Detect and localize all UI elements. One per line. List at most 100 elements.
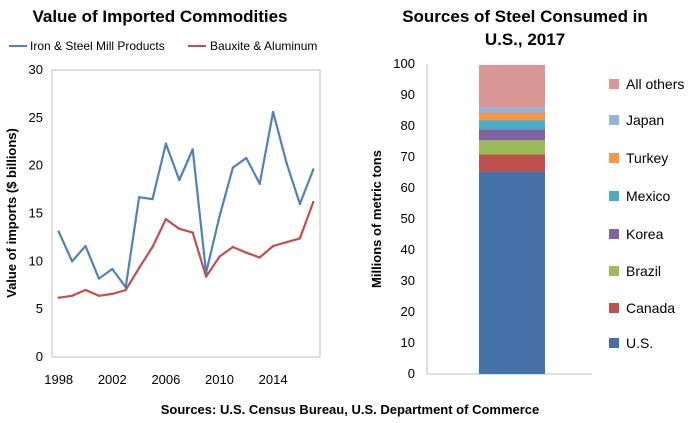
line-chart-series <box>57 110 315 299</box>
legend-label-korea: Korea <box>626 226 664 242</box>
legend-swatch-canada <box>609 303 619 313</box>
line-chart-x-ticks: 1998 2002 2006 2010 2014 <box>44 372 287 387</box>
bar-y-tick-label: 20 <box>401 304 415 319</box>
legend-label-canada: Canada <box>626 300 675 316</box>
legend-swatch-turkey <box>609 153 619 163</box>
line-x-tick-label: 2006 <box>151 372 180 387</box>
line-y-tick-label: 5 <box>36 301 43 316</box>
line-y-tick-label: 0 <box>36 349 43 364</box>
bar-y-tick-label: 10 <box>401 335 415 350</box>
bar-segment-turkey <box>479 112 545 121</box>
data-point-iron-steel-mill-products <box>285 161 288 164</box>
legend-label-japan: Japan <box>626 112 664 128</box>
bar-y-tick-label: 90 <box>401 87 415 102</box>
legend-label-turkey: Turkey <box>626 150 668 166</box>
data-point-iron-steel-mill-products <box>70 260 74 263</box>
bar-chart-title-line-1: Sources of Steel Consumed in <box>402 7 648 26</box>
bar-segment-u-s <box>479 171 545 374</box>
line-chart-y-axis-label: Value of imports ($ billions) <box>4 128 19 298</box>
data-point-bauxite-aluminum <box>164 218 168 221</box>
line-y-tick-label: 20 <box>29 158 43 173</box>
data-point-bauxite-aluminum <box>218 255 221 258</box>
bar-y-tick-label: 0 <box>408 366 415 381</box>
line-x-tick-label: 2014 <box>259 372 288 387</box>
data-point-bauxite-aluminum <box>258 256 261 259</box>
bar-y-tick-label: 80 <box>401 118 415 133</box>
stacked-bar-chart: Sources of Steel Consumed in U.S., 2017 … <box>369 7 684 381</box>
line-chart-title: Value of Imported Commodities <box>32 7 287 26</box>
data-point-bauxite-aluminum <box>271 244 275 248</box>
line-x-tick-label: 2010 <box>205 372 234 387</box>
data-point-iron-steel-mill-products <box>84 244 87 248</box>
bar-y-tick-label: 60 <box>401 180 415 195</box>
legend-swatch-u-s <box>609 338 619 348</box>
data-point-bauxite-aluminum <box>312 200 315 204</box>
data-point-iron-steel-mill-products <box>312 168 315 171</box>
line-y-tick-label: 10 <box>29 253 43 268</box>
data-point-iron-steel-mill-products <box>97 277 101 280</box>
legend-label-mexico: Mexico <box>626 188 671 204</box>
data-point-bauxite-aluminum <box>124 288 127 292</box>
source-note: Sources: U.S. Census Bureau, U.S. Depart… <box>161 402 540 417</box>
bar-segment-japan <box>479 107 545 113</box>
series-line-bauxite-aluminum <box>58 201 315 299</box>
line-chart-legend: Iron & Steel Mill Products Bauxite & Alu… <box>9 39 317 53</box>
data-point-iron-steel-mill-products <box>57 230 60 233</box>
bar-chart-y-ticks: 0 10 20 30 40 50 60 70 80 90 100 <box>393 56 415 381</box>
data-point-bauxite-aluminum <box>231 245 235 249</box>
data-point-iron-steel-mill-products <box>271 110 275 114</box>
bar-y-tick-label: 40 <box>401 242 415 257</box>
data-point-bauxite-aluminum <box>84 288 87 292</box>
data-point-iron-steel-mill-products <box>258 182 261 186</box>
data-point-iron-steel-mill-products <box>218 215 221 218</box>
data-point-iron-steel-mill-products <box>137 196 141 199</box>
legend-swatch-korea <box>609 229 619 239</box>
legend-swatch-brazil <box>609 266 619 276</box>
data-point-iron-steel-mill-products <box>151 197 154 201</box>
legend-label-bauxite: Bauxite & Aluminum <box>210 39 317 53</box>
data-point-iron-steel-mill-products <box>231 166 235 169</box>
data-point-bauxite-aluminum <box>178 227 181 231</box>
data-point-bauxite-aluminum <box>137 266 141 270</box>
line-x-tick-label: 2002 <box>98 372 127 387</box>
data-point-iron-steel-mill-products <box>245 156 248 160</box>
data-point-bauxite-aluminum <box>151 245 154 249</box>
legend-label-brazil: Brazil <box>626 263 661 279</box>
data-point-bauxite-aluminum <box>111 292 114 296</box>
bar-segment-all-others <box>479 64 545 108</box>
data-point-iron-steel-mill-products <box>191 148 194 151</box>
data-point-bauxite-aluminum <box>245 251 248 254</box>
data-point-iron-steel-mill-products <box>164 142 168 145</box>
legend-label-all-others: All others <box>626 76 684 92</box>
series-line-iron-steel-mill-products <box>57 110 315 289</box>
line-chart-plot-area <box>51 69 321 358</box>
bar-chart-title-line-2: U.S., 2017 <box>485 30 565 49</box>
bar-chart-y-axis-label: Millions of metric tons <box>369 150 384 288</box>
bar-y-tick-label: 50 <box>401 211 415 226</box>
legend-swatch-all-others <box>609 79 619 89</box>
data-point-bauxite-aluminum <box>97 294 101 297</box>
bar-segment-mexico <box>479 120 545 130</box>
line-y-tick-label: 30 <box>29 62 43 77</box>
data-point-bauxite-aluminum <box>298 237 302 240</box>
bar-y-tick-label: 70 <box>401 149 415 164</box>
data-point-iron-steel-mill-products <box>111 267 114 271</box>
data-point-iron-steel-mill-products <box>178 178 181 182</box>
legend-swatch-japan <box>609 115 619 125</box>
line-y-tick-label: 25 <box>29 110 43 125</box>
bar-y-tick-label: 100 <box>393 56 415 71</box>
data-point-bauxite-aluminum <box>191 231 194 234</box>
data-point-bauxite-aluminum <box>70 294 74 297</box>
line-chart-y-ticks: 0 5 10 15 20 25 30 <box>29 62 43 364</box>
bar-segment-canada <box>479 154 545 172</box>
legend-label-iron-steel: Iron & Steel Mill Products <box>30 39 165 53</box>
bar-segment-brazil <box>479 140 545 155</box>
line-x-tick-label: 1998 <box>44 372 73 387</box>
legend-swatch-mexico <box>609 191 619 201</box>
data-point-bauxite-aluminum <box>204 275 208 278</box>
bar-chart-segments <box>479 64 545 374</box>
data-point-bauxite-aluminum <box>57 296 60 299</box>
line-chart: Value of Imported Commodities Iron & Ste… <box>4 7 321 387</box>
bar-segment-korea <box>479 129 545 141</box>
